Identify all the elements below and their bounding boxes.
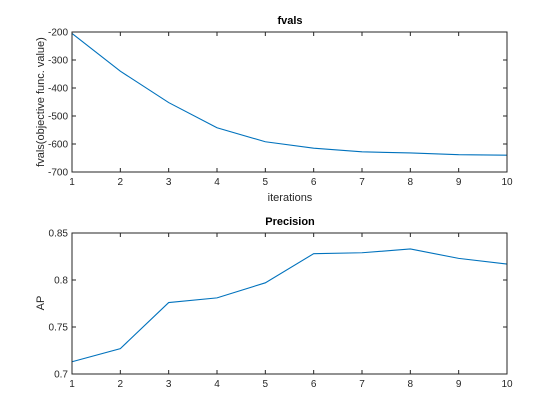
x-tick-label: 9 — [456, 177, 462, 188]
plot-frame — [71, 232, 508, 375]
x-tick-label: 3 — [166, 379, 172, 390]
x-tick-label: 5 — [263, 177, 269, 188]
y-tick-label: -200 — [48, 28, 68, 39]
subplot-precision: Precision 1 2 3 4 5 6 7 8 9 10 0.7 0.75 0.8 0.85 AP — [35, 216, 513, 390]
x-tick-label: 7 — [359, 177, 365, 188]
x-tick-label: 5 — [263, 379, 269, 390]
y-tick-label: 0.7 — [54, 370, 68, 381]
y-axis-label: AP — [35, 296, 47, 311]
x-tick-label: 6 — [311, 379, 317, 390]
x-tick-label: 10 — [501, 379, 513, 390]
y-tick-label: 0.75 — [49, 323, 69, 334]
x-tick-label: 3 — [166, 177, 172, 188]
x-tick-label: 9 — [456, 379, 462, 390]
y-tick-label: -700 — [48, 168, 68, 179]
plot-frame — [71, 31, 508, 173]
subplot-fvals: fvals 1 2 3 4 5 6 7 8 9 10 -700 -600 -500 -400 -300 -20… — [35, 15, 513, 204]
x-tick-label: 10 — [501, 177, 513, 188]
series-line — [71, 32, 508, 156]
chart-title: Precision — [265, 216, 315, 228]
series-line — [71, 248, 508, 363]
y-tick-label: 0.8 — [54, 276, 68, 287]
y-axis-label: fvals(objective func. value) — [35, 37, 47, 167]
x-tick-label: 4 — [214, 379, 220, 390]
x-tick-label: 8 — [408, 379, 414, 390]
x-tick-label: 8 — [408, 177, 414, 188]
x-tick-label: 1 — [69, 379, 75, 390]
x-tick-label: 7 — [359, 379, 365, 390]
chart-title: fvals — [277, 15, 302, 27]
y-tick-label: -600 — [48, 140, 68, 151]
x-tick-label: 6 — [311, 177, 317, 188]
x-tick-label: 1 — [69, 177, 75, 188]
x-tick-label: 4 — [214, 177, 220, 188]
y-tick-label: 0.85 — [49, 229, 69, 240]
y-tick-label: -500 — [48, 112, 68, 123]
x-axis-label: iterations — [268, 192, 313, 204]
x-tick-label: 2 — [118, 379, 124, 390]
y-tick-label: -300 — [48, 56, 68, 67]
y-tick-label: -400 — [48, 84, 68, 95]
x-tick-label: 2 — [118, 177, 124, 188]
